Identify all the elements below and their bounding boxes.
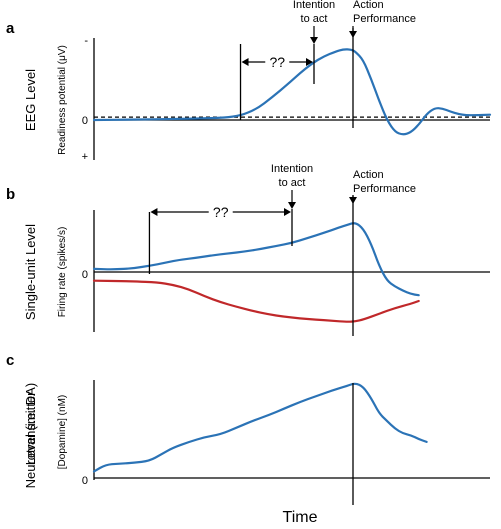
y-tick-label: 0 [82,475,88,487]
level-label-line: Level (i.e. DA) [23,383,38,465]
y-tick-label: 0 [82,115,88,127]
annotation-line: to act [279,177,306,189]
level-label-a: EEG Level [23,69,38,131]
y-tick-label: + [82,151,88,163]
annotation-action-performance: Action Performance [353,169,416,195]
interval-label-bg [208,203,233,219]
annotation-intention-to-act: Intention to act [293,0,335,25]
panel-c: c NeurotransmitterLevel (i.e. DA) [Dopamin… [6,352,490,505]
y-axis-label-b: Firing rate (spikes/s) [57,227,68,318]
annotation-line: Performance [353,13,416,25]
series-line-a-1 [92,48,492,136]
interval-arrow-right [284,208,291,216]
series-line-b-2 [92,279,420,323]
interval-label: ?? [269,54,285,70]
annotation-intention-to-act: Intention to act [271,163,313,189]
annotation-arrow-head [310,37,318,44]
annotation-arrow-head [288,202,296,209]
interval-arrow-left [241,58,249,66]
panel-a: a EEG Level Readiness potential (μV) - 0 + Int… [6,0,492,163]
annotation-arrow-head [349,197,357,204]
y-tick-label: 0 [82,269,88,281]
annotation-action-performance: Action Performance [353,0,416,25]
annotation-arrow-head [349,31,357,38]
y-tick-label: - [84,35,88,47]
annotation-line: Action [353,169,384,181]
interval-label: ?? [213,204,229,220]
panel-b: b Single-unit Level Firing rate (spikes/s)… [6,163,490,336]
panel-letter-a: a [6,20,15,37]
interval-arrow-left [150,208,158,216]
level-label-line: Neurotransmitter [23,391,38,488]
y-axis-label-c: [Dopamine] (nM) [57,395,68,469]
y-axis-label-a: Readiness potential (μV) [57,45,68,155]
interval-arrow-right [306,58,313,66]
level-label-b: Single-unit Level [23,224,38,320]
series-line-b-1 [92,222,420,297]
annotation-line: Intention [293,0,335,11]
annotation-line: Action [353,0,384,11]
level-label-c: NeurotransmitterLevel (i.e. DA) [23,383,38,489]
annotation-line: to act [301,13,328,25]
interval-label-bg [265,53,290,69]
series-line-c-1 [92,382,428,473]
annotation-line: Performance [353,183,416,195]
panel-letter-c: c [6,352,14,369]
panel-letter-b: b [6,186,15,203]
x-axis-title: Time [283,509,318,526]
annotation-line: Intention [271,163,313,175]
